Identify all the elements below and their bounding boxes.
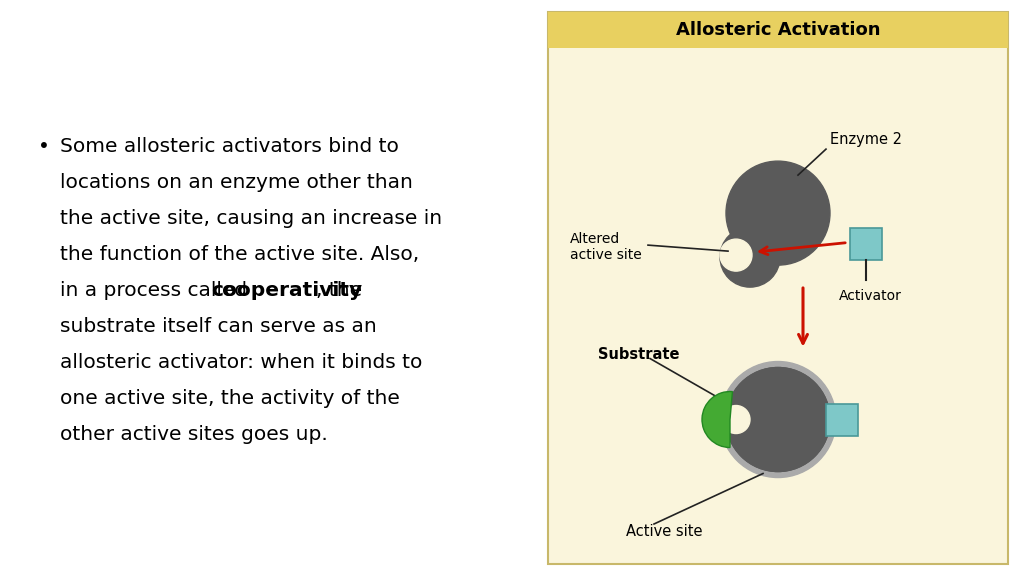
Circle shape (726, 367, 830, 472)
Text: in a process called: in a process called (60, 281, 254, 300)
Circle shape (726, 161, 830, 265)
Wedge shape (702, 392, 732, 448)
Text: , the: , the (316, 281, 362, 300)
Circle shape (726, 367, 830, 472)
Text: the function of the active site. Also,: the function of the active site. Also, (60, 245, 419, 264)
Text: Allosteric Activation: Allosteric Activation (676, 21, 881, 39)
Text: •: • (38, 137, 50, 156)
Bar (850, 228, 882, 260)
Text: Altered
active site: Altered active site (570, 232, 642, 262)
Circle shape (722, 406, 750, 434)
Text: allosteric activator: when it binds to: allosteric activator: when it binds to (60, 353, 422, 372)
Circle shape (720, 227, 780, 287)
Text: Enzyme 2: Enzyme 2 (830, 132, 902, 147)
Circle shape (720, 362, 836, 478)
Text: Some allosteric activators bind to: Some allosteric activators bind to (60, 137, 399, 156)
Text: Substrate: Substrate (598, 347, 680, 362)
Circle shape (720, 239, 752, 271)
Text: Activator: Activator (839, 289, 901, 303)
Text: cooperativity: cooperativity (211, 281, 361, 300)
Text: locations on an enzyme other than: locations on an enzyme other than (60, 173, 413, 192)
Text: other active sites goes up.: other active sites goes up. (60, 425, 328, 444)
Text: substrate itself can serve as an: substrate itself can serve as an (60, 317, 377, 336)
Text: the active site, causing an increase in: the active site, causing an increase in (60, 209, 442, 228)
Bar (548, 12, 1008, 564)
Text: Active site: Active site (626, 525, 702, 540)
Text: one active site, the activity of the: one active site, the activity of the (60, 389, 400, 408)
Bar (826, 404, 858, 435)
Bar (548, 12, 1008, 48)
